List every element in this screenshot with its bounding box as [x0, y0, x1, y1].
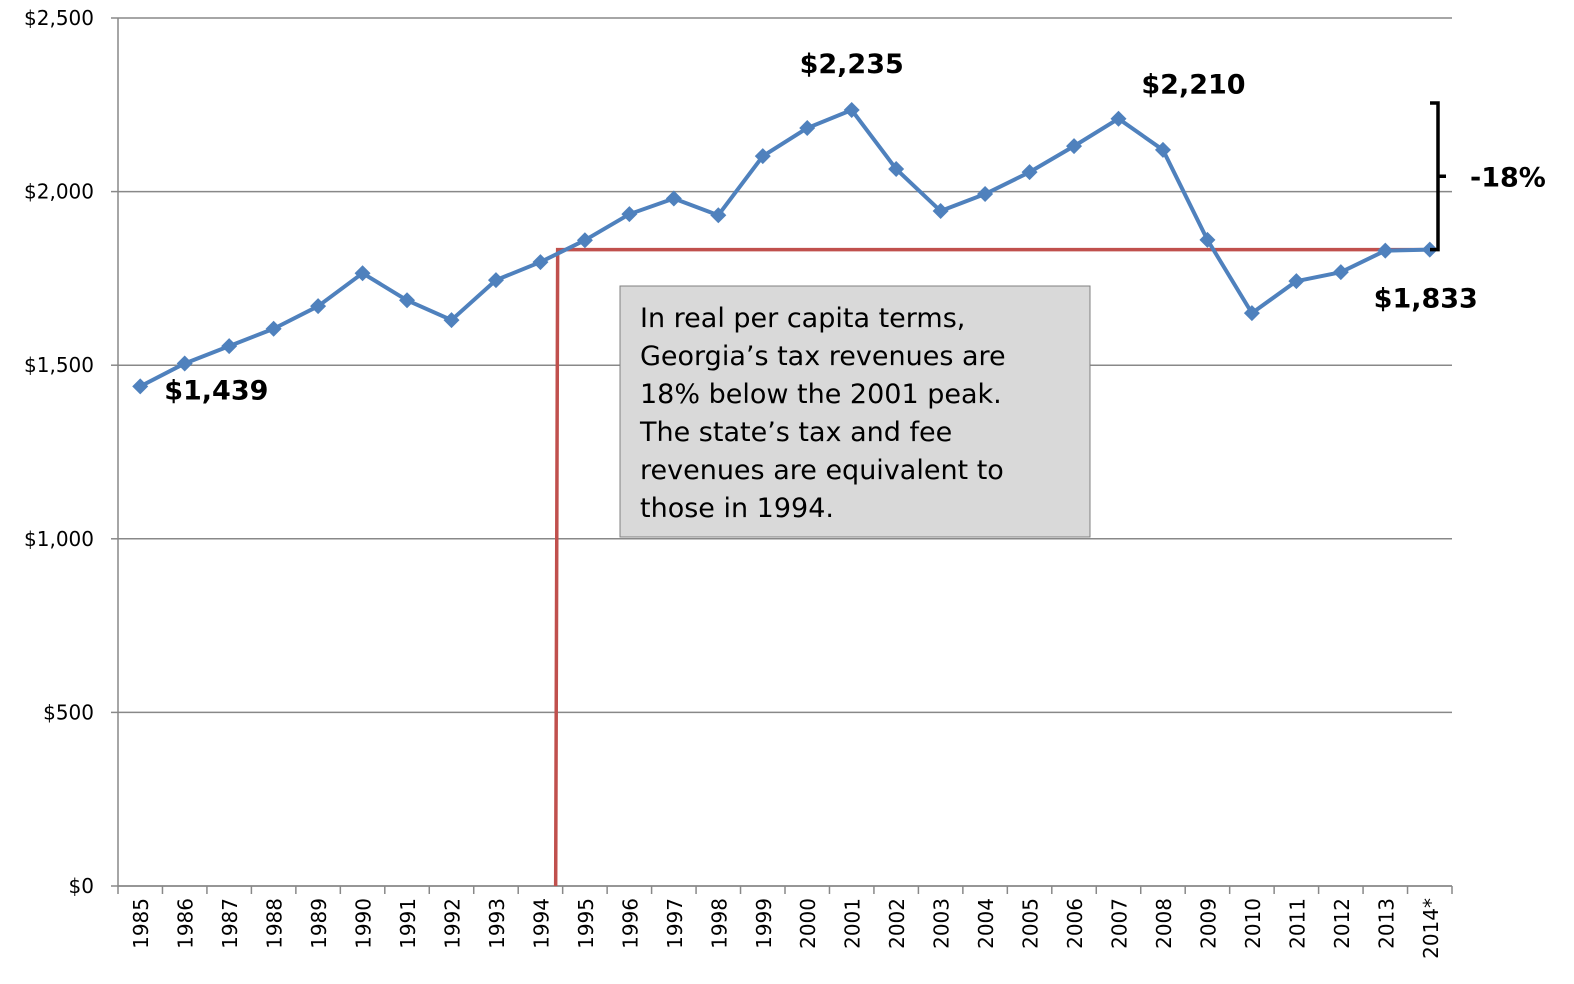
marker: [621, 206, 638, 223]
marker: [1243, 305, 1260, 322]
marker: [1377, 242, 1394, 259]
marker: [132, 378, 149, 395]
x-tick-label: 1993: [485, 898, 509, 949]
note-line: In real per capita terms,: [640, 303, 965, 334]
data-label: $2,235: [800, 49, 904, 80]
marker: [532, 254, 549, 271]
marker: [977, 186, 994, 203]
x-tick-label: 1989: [307, 898, 331, 949]
marker: [576, 232, 593, 249]
y-tick-label: $1,500: [24, 353, 94, 377]
marker: [354, 265, 371, 282]
x-tick-label: 2011: [1285, 898, 1309, 949]
data-label: $2,210: [1141, 70, 1245, 101]
note-line: Georgia’s tax revenues are: [640, 341, 1006, 372]
x-tick-label: 1988: [263, 898, 287, 949]
marker: [1110, 110, 1127, 127]
marker: [1332, 264, 1349, 281]
marker: [443, 312, 460, 329]
y-tick-label: $0: [69, 874, 94, 898]
x-tick-label: 1994: [529, 898, 553, 949]
marker: [1199, 231, 1216, 248]
marker: [1421, 241, 1438, 258]
x-tick-label: 2002: [885, 898, 909, 949]
x-tick-label: 2006: [1063, 898, 1087, 949]
note-line: revenues are equivalent to: [640, 455, 1004, 486]
marker: [221, 338, 238, 355]
x-tick-label: 1992: [441, 898, 465, 949]
marker: [888, 161, 905, 178]
x-tick-label: 1996: [618, 898, 642, 949]
marker: [310, 298, 327, 315]
marker: [843, 102, 860, 119]
marker: [1021, 164, 1038, 181]
x-tick-label: 2010: [1241, 898, 1265, 949]
x-tick-label: 2000: [796, 898, 820, 949]
bracket: [1430, 101, 1446, 252]
x-tick-label: 1985: [129, 898, 153, 949]
x-tick-label: 1990: [352, 898, 376, 949]
y-tick-label: $1,000: [24, 527, 94, 551]
marker: [754, 148, 771, 165]
marker: [710, 207, 727, 224]
x-tick-label: 1986: [174, 898, 198, 949]
x-tick-label: 2009: [1196, 898, 1220, 949]
data-label: $1,439: [164, 375, 268, 406]
x-tick-label: 2003: [930, 898, 954, 949]
marker: [399, 292, 416, 309]
x-tick-label: 2012: [1330, 898, 1354, 949]
marker: [176, 355, 193, 372]
data-label: $1,833: [1374, 284, 1478, 315]
series-line: [139, 108, 1430, 389]
marker: [1066, 138, 1083, 155]
x-tick-label: 1987: [218, 898, 242, 949]
marker: [932, 203, 949, 220]
x-tick-label: 2005: [1019, 898, 1043, 949]
x-tick-label: 1991: [396, 898, 420, 949]
x-tick-label: 1999: [752, 898, 776, 949]
x-tick-label: 2004: [974, 898, 998, 949]
note-box: [619, 285, 1091, 538]
x-tick-label: 2014*: [1419, 898, 1443, 959]
x-tick-label: 1995: [574, 898, 598, 949]
marker: [665, 190, 682, 207]
note-line: those in 1994.: [640, 493, 834, 524]
change-label: -18%: [1470, 162, 1546, 193]
x-tick-label: 1997: [663, 898, 687, 949]
y-tick-label: $2,000: [24, 180, 94, 204]
y-tick-label: $2,500: [24, 6, 94, 30]
y-tick-label: $500: [43, 700, 94, 724]
x-tick-label: 1998: [707, 898, 731, 949]
marker: [1154, 141, 1171, 158]
x-tick-label: 2007: [1108, 898, 1132, 949]
marker: [799, 120, 816, 137]
x-tick-label: 2008: [1152, 898, 1176, 949]
note-line: 18% below the 2001 peak.: [640, 379, 1002, 410]
x-tick-label: 2001: [841, 898, 865, 949]
x-tick-label: 2013: [1374, 898, 1398, 949]
marker: [265, 320, 282, 337]
reference-line: [553, 247, 1430, 887]
marker: [487, 272, 504, 289]
note-line: The state’s tax and fee: [639, 417, 952, 448]
marker: [1288, 273, 1305, 290]
